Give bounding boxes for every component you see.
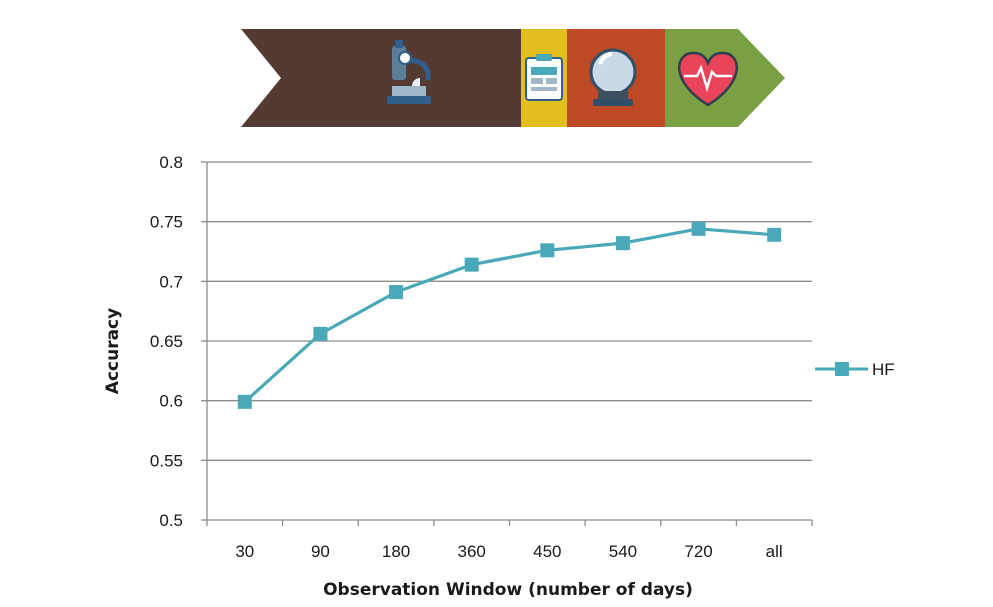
x-tick-label: 180 (382, 542, 410, 561)
axes (206, 162, 813, 526)
banner-segment-microscope (241, 29, 521, 127)
data-point (389, 285, 404, 300)
data-point (615, 236, 630, 251)
x-tick-label: all (766, 542, 783, 561)
data-point (464, 257, 479, 272)
data-point (237, 394, 252, 409)
y-tick-label: 0.5 (159, 511, 183, 530)
y-tick-label: 0.75 (150, 213, 183, 232)
clipboard-icon (525, 54, 563, 101)
data-point (540, 243, 555, 258)
x-tick-label: 450 (533, 542, 561, 561)
gridlines (201, 161, 812, 521)
y-tick-label: 0.6 (159, 392, 183, 411)
y-axis-title: Accuracy (103, 308, 123, 394)
y-tick-label: 0.7 (159, 272, 183, 291)
x-tick-label: 90 (311, 542, 330, 561)
legend-marker (835, 362, 849, 376)
x-tick-label: 360 (458, 542, 486, 561)
x-axis-title: Observation Window (number of days) (323, 580, 693, 600)
crystal-ball-icon (589, 48, 637, 106)
x-tick-label: 30 (235, 542, 254, 561)
heartbeat-icon (678, 51, 738, 107)
series-layer (237, 221, 782, 409)
x-tick-labels: 30 90 180 360 450 540 720 all (235, 542, 782, 561)
microscope-icon (387, 40, 431, 104)
data-point (767, 227, 782, 242)
x-tick-label: 720 (684, 542, 712, 561)
legend: HF (815, 360, 895, 379)
x-tick-label: 540 (609, 542, 637, 561)
series-line (243, 227, 775, 404)
y-tick-labels: 0.5 0.55 0.6 0.65 0.7 0.75 0.8 (150, 153, 183, 530)
legend-label: HF (872, 360, 895, 379)
y-tick-label: 0.8 (159, 153, 183, 172)
y-tick-label: 0.55 (150, 451, 183, 470)
y-tick-label: 0.65 (150, 332, 183, 351)
data-point (691, 221, 706, 236)
process-banner (241, 29, 785, 127)
data-point (313, 326, 328, 341)
